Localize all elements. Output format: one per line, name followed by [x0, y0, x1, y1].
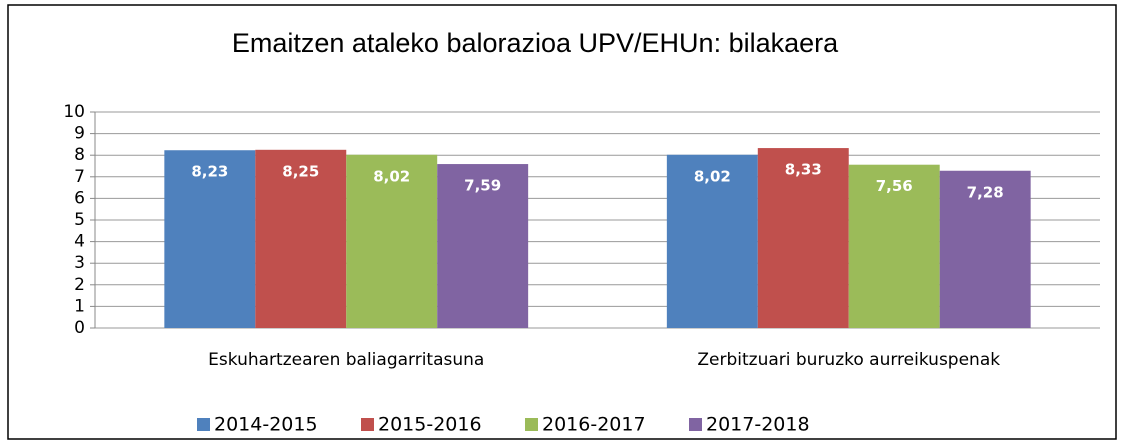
y-tick-label: 4 [74, 232, 85, 252]
bar [757, 148, 849, 328]
legend-swatch [361, 418, 374, 431]
legend-label: 2015-2016 [378, 414, 482, 436]
y-tick-label: 7 [74, 167, 85, 187]
value-label: 8,25 [282, 162, 319, 180]
value-label: 7,56 [876, 177, 913, 195]
bar [437, 164, 529, 328]
y-tick-label: 2 [74, 275, 85, 295]
value-label: 8,02 [373, 167, 410, 185]
legend-label: 2017-2018 [706, 414, 810, 436]
legend-label: 2016-2017 [542, 414, 646, 436]
y-tick-label: 6 [74, 188, 85, 208]
bar [666, 154, 758, 328]
bar [848, 164, 940, 328]
value-label: 7,28 [967, 183, 1004, 201]
y-tick-label: 10 [63, 102, 85, 122]
y-tick-label: 0 [74, 318, 85, 338]
y-tick-label: 5 [74, 210, 85, 230]
bar [939, 170, 1031, 328]
value-label: 8,02 [694, 167, 731, 185]
y-tick-label: 9 [74, 124, 85, 144]
bar [164, 150, 256, 328]
value-label: 8,33 [785, 161, 822, 179]
bar [346, 154, 438, 328]
legend-label: 2014-2015 [214, 414, 318, 436]
x-tick-label: Zerbitzuari buruzko aurreikuspenak [697, 350, 1000, 370]
legend-swatch [197, 418, 210, 431]
value-label: 7,59 [464, 177, 501, 195]
value-label: 8,23 [191, 163, 228, 181]
y-tick-label: 1 [74, 296, 85, 316]
y-tick-label: 8 [74, 145, 85, 165]
x-tick-label: Eskuhartzearen baliagarritasuna [208, 350, 484, 370]
chart-title: Emaitzen ataleko balorazioa UPV/EHUn: bi… [232, 28, 839, 58]
legend-swatch [525, 418, 538, 431]
bar [255, 149, 347, 328]
y-tick-label: 3 [74, 253, 85, 273]
legend-swatch [689, 418, 702, 431]
